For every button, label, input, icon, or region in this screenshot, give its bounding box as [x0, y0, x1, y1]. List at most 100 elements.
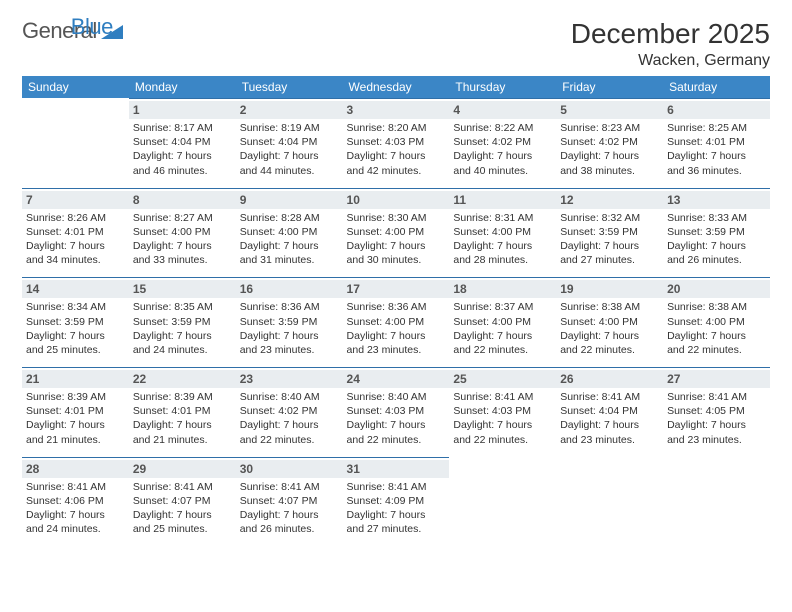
daylight-text: Daylight: 7 hours and 22 minutes.	[560, 329, 659, 357]
day-number: 8	[129, 191, 236, 209]
calendar-cell: 12 Sunrise: 8:32 AMSunset: 3:59 PMDayligh…	[556, 188, 663, 278]
daylight-text: Daylight: 7 hours and 33 minutes.	[133, 239, 232, 267]
day-number: 4	[449, 101, 556, 119]
day-number: 9	[236, 191, 343, 209]
daylight-text: Daylight: 7 hours and 22 minutes.	[453, 329, 552, 357]
sunrise-text: Sunrise: 8:30 AM	[347, 211, 446, 225]
sunset-text: Sunset: 4:00 PM	[240, 225, 339, 239]
day-number: 14	[22, 280, 129, 298]
day-info: Sunrise: 8:25 AMSunset: 4:01 PMDaylight:…	[667, 121, 766, 178]
weekday-header: Friday	[556, 76, 663, 98]
calendar-cell: 31Sunrise: 8:41 AMSunset: 4:09 PMDayligh…	[343, 457, 450, 547]
calendar-cell: 25Sunrise: 8:41 AMSunset: 4:03 PMDayligh…	[449, 367, 556, 457]
sunrise-text: Sunrise: 8:41 AM	[347, 480, 446, 494]
calendar-week-row: 7Sunrise: 8:26 AMSunset: 4:01 PMDaylight…	[22, 188, 770, 278]
day-number: 23	[236, 370, 343, 388]
day-number: 31	[343, 460, 450, 478]
day-number: 2	[236, 101, 343, 119]
calendar-cell: 6Sunrise: 8:25 AMSunset: 4:01 PMDaylight…	[663, 98, 770, 188]
calendar-cell: 15Sunrise: 8:35 AMSunset: 3:59 PMDayligh…	[129, 277, 236, 367]
sunrise-text: Sunrise: 8:20 AM	[347, 121, 446, 135]
calendar-cell: 28Sunrise: 8:41 AMSunset: 4:06 PMDayligh…	[22, 457, 129, 547]
sunrise-text: Sunrise: 8:39 AM	[26, 390, 125, 404]
sunset-text: Sunset: 3:59 PM	[667, 225, 766, 239]
day-info: Sunrise: 8:41 AMSunset: 4:05 PMDaylight:…	[667, 390, 766, 447]
calendar-cell: 5Sunrise: 8:23 AMSunset: 4:02 PMDaylight…	[556, 98, 663, 188]
daylight-text: Daylight: 7 hours and 22 minutes.	[453, 418, 552, 446]
calendar-cell: 19Sunrise: 8:38 AMSunset: 4:00 PMDayligh…	[556, 277, 663, 367]
day-number: 24	[343, 370, 450, 388]
day-number: 5	[556, 101, 663, 119]
calendar-cell: 20 Sunrise: 8:38 AMSunset: 4:00 PMDayligh…	[663, 277, 770, 367]
day-number: 15	[129, 280, 236, 298]
sunset-text: Sunset: 4:03 PM	[347, 404, 446, 418]
day-info: Sunrise: 8:36 AMSunset: 3:59 PMDaylight:…	[240, 300, 339, 357]
location: Wacken, Germany	[571, 52, 770, 70]
day-info: Sunrise: 8:32 AMSunset: 3:59 PMDaylight:…	[560, 211, 659, 268]
day-info: Sunrise: 8:39 AMSunset: 4:01 PMDaylight:…	[26, 390, 125, 447]
sunrise-text: Sunrise: 8:33 AM	[667, 211, 766, 225]
sunset-text: Sunset: 4:00 PM	[453, 225, 552, 239]
calendar-cell: 27Sunrise: 8:41 AMSunset: 4:05 PMDayligh…	[663, 367, 770, 457]
calendar-cell: 16 Sunrise: 8:36 AMSunset: 3:59 PMDayligh…	[236, 277, 343, 367]
sunset-text: Sunset: 4:00 PM	[133, 225, 232, 239]
daylight-text: Daylight: 7 hours and 28 minutes.	[453, 239, 552, 267]
sunset-text: Sunset: 3:59 PM	[133, 315, 232, 329]
calendar-table: SundayMondayTuesdayWednesdayThursdayFrid…	[22, 76, 770, 546]
calendar-week-row: 21 Sunrise: 8:39 AMSunset: 4:01 PMDayligh…	[22, 367, 770, 457]
day-number: 21	[22, 370, 129, 388]
day-info: Sunrise: 8:38 AMSunset: 4:00 PMDaylight:…	[560, 300, 659, 357]
sunrise-text: Sunrise: 8:19 AM	[240, 121, 339, 135]
sunset-text: Sunset: 4:03 PM	[453, 404, 552, 418]
daylight-text: Daylight: 7 hours and 46 minutes.	[133, 149, 232, 177]
weekday-header: Tuesday	[236, 76, 343, 98]
daylight-text: Daylight: 7 hours and 22 minutes.	[240, 418, 339, 446]
sunset-text: Sunset: 4:06 PM	[26, 494, 125, 508]
sunrise-text: Sunrise: 8:41 AM	[240, 480, 339, 494]
month-title: December 2025	[571, 18, 770, 50]
sunset-text: Sunset: 4:07 PM	[240, 494, 339, 508]
page-header: General Blue December 2025 Wacken, Germa…	[22, 18, 770, 70]
sunrise-text: Sunrise: 8:17 AM	[133, 121, 232, 135]
day-number: 11	[449, 191, 556, 209]
sunrise-text: Sunrise: 8:36 AM	[347, 300, 446, 314]
calendar-cell: 7Sunrise: 8:26 AMSunset: 4:01 PMDaylight…	[22, 188, 129, 278]
calendar-cell	[663, 457, 770, 547]
day-info: Sunrise: 8:19 AMSunset: 4:04 PMDaylight:…	[240, 121, 339, 178]
day-number: 12	[556, 191, 663, 209]
day-info: Sunrise: 8:31 AMSunset: 4:00 PMDaylight:…	[453, 211, 552, 268]
weekday-header: Thursday	[449, 76, 556, 98]
sunset-text: Sunset: 4:00 PM	[560, 315, 659, 329]
daylight-text: Daylight: 7 hours and 26 minutes.	[667, 239, 766, 267]
calendar-cell: 22Sunrise: 8:39 AMSunset: 4:01 PMDayligh…	[129, 367, 236, 457]
calendar-cell: 2 Sunrise: 8:19 AMSunset: 4:04 PMDaylight…	[236, 98, 343, 188]
day-number: 20	[663, 280, 770, 298]
day-info: Sunrise: 8:38 AMSunset: 4:00 PMDaylight:…	[667, 300, 766, 357]
daylight-text: Daylight: 7 hours and 27 minutes.	[560, 239, 659, 267]
calendar-cell: 8 Sunrise: 8:27 AMSunset: 4:00 PMDaylight…	[129, 188, 236, 278]
sunrise-text: Sunrise: 8:27 AM	[133, 211, 232, 225]
calendar-cell: 18Sunrise: 8:37 AMSunset: 4:00 PMDayligh…	[449, 277, 556, 367]
daylight-text: Daylight: 7 hours and 23 minutes.	[667, 418, 766, 446]
calendar-cell: 26Sunrise: 8:41 AMSunset: 4:04 PMDayligh…	[556, 367, 663, 457]
daylight-text: Daylight: 7 hours and 36 minutes.	[667, 149, 766, 177]
calendar-cell: 4Sunrise: 8:22 AMSunset: 4:02 PMDaylight…	[449, 98, 556, 188]
sunset-text: Sunset: 4:02 PM	[240, 404, 339, 418]
sunrise-text: Sunrise: 8:37 AM	[453, 300, 552, 314]
day-info: Sunrise: 8:41 AMSunset: 4:07 PMDaylight:…	[133, 480, 232, 537]
day-info: Sunrise: 8:28 AMSunset: 4:00 PMDaylight:…	[240, 211, 339, 268]
daylight-text: Daylight: 7 hours and 38 minutes.	[560, 149, 659, 177]
daylight-text: Daylight: 7 hours and 22 minutes.	[347, 418, 446, 446]
calendar-cell	[449, 457, 556, 547]
day-info: Sunrise: 8:41 AMSunset: 4:03 PMDaylight:…	[453, 390, 552, 447]
day-number: 22	[129, 370, 236, 388]
sunset-text: Sunset: 4:00 PM	[347, 225, 446, 239]
daylight-text: Daylight: 7 hours and 22 minutes.	[667, 329, 766, 357]
day-number: 16	[236, 280, 343, 298]
day-info: Sunrise: 8:41 AMSunset: 4:06 PMDaylight:…	[26, 480, 125, 537]
day-info: Sunrise: 8:17 AMSunset: 4:04 PMDaylight:…	[133, 121, 232, 178]
day-info: Sunrise: 8:20 AMSunset: 4:03 PMDaylight:…	[347, 121, 446, 178]
day-number: 10	[343, 191, 450, 209]
sunrise-text: Sunrise: 8:25 AM	[667, 121, 766, 135]
day-info: Sunrise: 8:27 AMSunset: 4:00 PMDaylight:…	[133, 211, 232, 268]
